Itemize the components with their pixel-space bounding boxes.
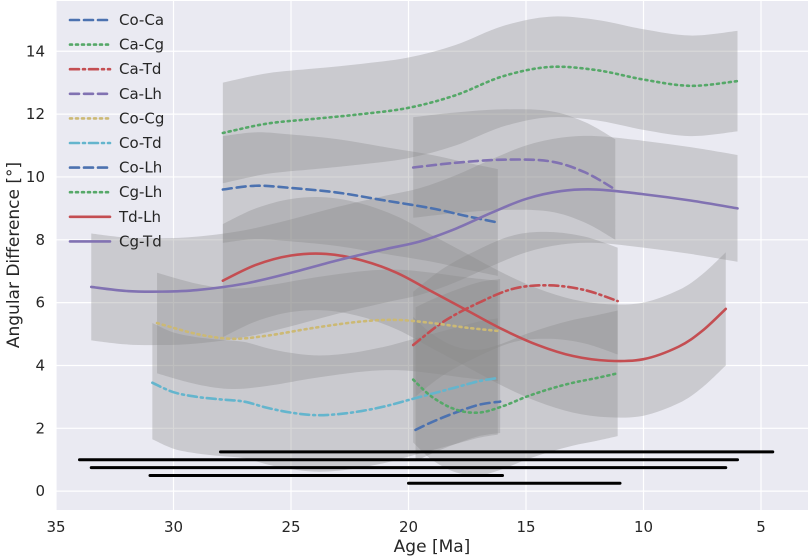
x-tick-label: 35 — [46, 518, 65, 536]
legend-label-ca-cg: Ca-Cg — [119, 36, 164, 54]
legend-label-ca-lh: Ca-Lh — [119, 85, 162, 103]
series-cg-lh — [411, 372, 619, 415]
legend-label-co-td: Co-Td — [119, 134, 162, 152]
x-tick-label: 15 — [516, 518, 535, 536]
y-axis-label: Angular Difference [°] — [4, 162, 24, 348]
x-tick-label: 20 — [399, 518, 418, 536]
legend-label-co-cg: Co-Cg — [119, 109, 164, 127]
band-cg-lh — [413, 310, 618, 476]
band-ca-td — [413, 231, 618, 399]
series-co-lh — [221, 184, 500, 224]
y-tick-label: 2 — [35, 419, 45, 437]
band-co-lh — [222, 132, 498, 276]
y-tick-label: 4 — [35, 356, 45, 374]
y-tick-label: 6 — [35, 294, 45, 312]
uncertainty-bands — [91, 16, 738, 476]
band-co-cg — [157, 269, 498, 390]
y-tick-label: 14 — [26, 42, 45, 60]
legend-label-co-lh: Co-Lh — [119, 159, 162, 177]
y-tick-label: 8 — [35, 231, 45, 249]
legend-label-cg-td: Cg-Td — [119, 232, 162, 250]
band-cg-td — [91, 135, 738, 346]
y-tick-label: 0 — [35, 482, 45, 500]
legend-label-ca-td: Ca-Td — [119, 60, 161, 78]
x-axis-ticks: 35 30 25 20 15 10 5 — [46, 518, 765, 536]
legend-label-cg-lh: Cg-Lh — [119, 183, 162, 201]
series-co-cg — [155, 318, 500, 341]
legend-label-co-ca: Co-Ca — [119, 11, 164, 29]
series-cg-td — [89, 188, 739, 294]
x-tick-label: 30 — [164, 518, 183, 536]
band-ca-cg — [222, 16, 738, 184]
series-lines — [89, 65, 739, 432]
series-co-ca — [414, 400, 502, 432]
x-axis-label: Age [Ma] — [394, 537, 471, 557]
legend-label-td-lh: Td-Lh — [118, 208, 161, 226]
y-tick-label: 12 — [26, 105, 45, 123]
series-ca-lh — [411, 158, 617, 191]
x-tick-label: 10 — [634, 518, 653, 536]
band-co-td — [152, 318, 498, 472]
series-ca-td — [411, 283, 619, 347]
legend: Co-Ca Ca-Cg Ca-Td Ca-Lh Co-Cg Co-Td Co-Lh Cg-Lh… — [68, 11, 164, 250]
y-axis-ticks: 0 2 4 6 8 10 12 14 — [26, 42, 45, 500]
series-ca-cg — [221, 65, 739, 135]
series-co-td — [151, 376, 500, 417]
band-ca-lh — [413, 109, 616, 240]
grid-lines — [55, 1, 808, 510]
band-td-lh — [222, 197, 726, 418]
series-td-lh — [221, 252, 728, 363]
x-tick-label: 25 — [281, 518, 300, 536]
y-tick-label: 10 — [26, 168, 45, 186]
age-range-bars — [78, 450, 775, 485]
x-tick-label: 5 — [756, 518, 766, 536]
